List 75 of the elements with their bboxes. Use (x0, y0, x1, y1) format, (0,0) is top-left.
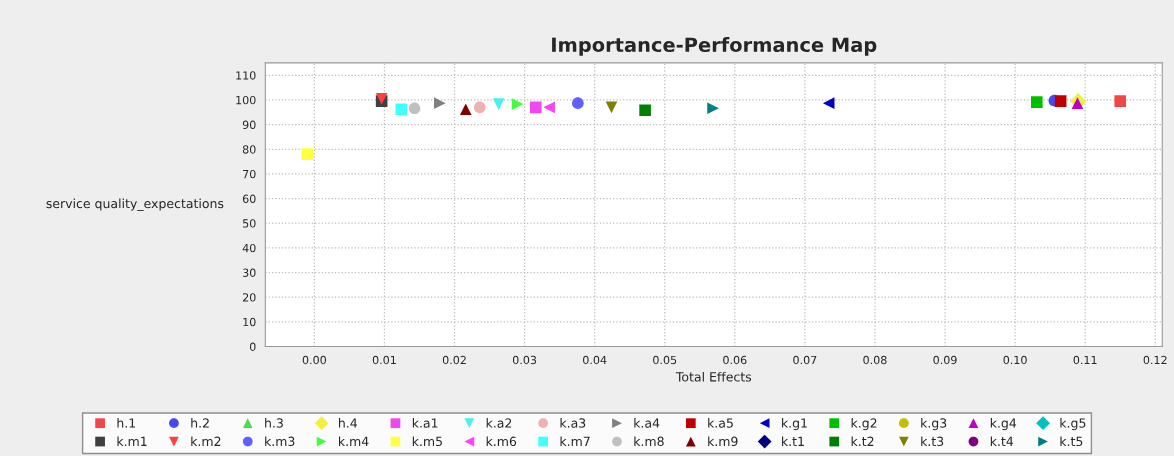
legend-label: k.g3 (921, 418, 947, 431)
legend-label: h.3 (265, 418, 283, 428)
legend-label: k.m7 (560, 436, 590, 446)
point (1114, 95, 1127, 107)
point (822, 97, 835, 109)
point (473, 101, 486, 114)
y-tick-label: 0 (249, 342, 256, 351)
legend-label: h.1 (117, 418, 136, 428)
chart-title: Importance-Performance Map (552, 37, 877, 56)
legend-label: k.t5 (1060, 436, 1083, 447)
x-tick-label: 0.08 (863, 355, 887, 365)
point (1054, 95, 1067, 107)
y-tick-label: 70 (243, 169, 256, 179)
legend-label: k.g4 (990, 418, 1017, 431)
x-tick-label: 0.01 (372, 355, 396, 365)
legend-label: k.m6 (486, 436, 517, 447)
legend-label: k.g1 (782, 418, 807, 431)
point (492, 98, 505, 110)
x-tick-label: 0.07 (793, 355, 817, 365)
point (543, 101, 555, 114)
point (301, 148, 314, 160)
x-tick-label: 0.09 (933, 355, 957, 365)
legend-label: k.m5 (412, 436, 442, 447)
legend-label: k.a1 (412, 418, 438, 428)
legend-label: k.t3 (921, 436, 944, 447)
point (530, 101, 542, 114)
legend-label: k.g5 (1060, 418, 1086, 431)
x-tick-label: 0.11 (1073, 355, 1097, 365)
x-tick-label: 0.12 (1143, 355, 1167, 365)
x-tick-label: 0.03 (512, 355, 537, 365)
x-tick-label: 0.04 (583, 355, 607, 365)
legend-label: k.a5 (708, 418, 733, 428)
legend-label: h.2 (191, 418, 209, 428)
legend-label: k.a2 (486, 418, 512, 428)
legend-label: k.m9 (708, 436, 738, 447)
x-tick-label: 0.00 (302, 355, 327, 365)
y-tick-label: 80 (242, 145, 256, 154)
x-axis-title: Total Effects (675, 371, 752, 382)
y-tick-label: 110 (236, 71, 256, 80)
y-tick-label: 20 (242, 293, 256, 302)
y-tick-label: 100 (236, 95, 256, 105)
point (408, 102, 421, 115)
point (1071, 97, 1084, 109)
legend-label: k.t1 (782, 436, 804, 446)
point (639, 104, 651, 117)
y-tick-label: 10 (243, 317, 256, 327)
legend-label: k.m3 (265, 436, 295, 447)
legend-label: k.m2 (191, 436, 221, 446)
legend-label: k.t4 (990, 436, 1014, 446)
y-tick-label: 30 (243, 268, 256, 277)
legend-label: k.a3 (560, 418, 586, 428)
legend-label: k.t2 (851, 436, 874, 446)
x-tick-label: 0.02 (442, 355, 466, 365)
legend-label: k.a4 (634, 418, 660, 428)
x-tick-label: 0.10 (1003, 355, 1027, 365)
y-tick-label: 50 (243, 219, 256, 228)
point (434, 97, 446, 109)
point (1031, 96, 1043, 108)
x-tick-label: 0.05 (653, 355, 677, 365)
y-tick-label: 40 (242, 243, 256, 253)
point (572, 97, 584, 109)
point (605, 101, 618, 114)
legend-label: h.4 (339, 418, 358, 428)
legend-label: k.m4 (339, 436, 369, 446)
legend-label: k.m1 (117, 436, 147, 446)
legend-label: k.m8 (634, 436, 664, 447)
point (459, 103, 472, 116)
x-tick-label: 0.06 (723, 355, 747, 365)
point (707, 102, 719, 115)
legend-label: k.g2 (851, 418, 877, 431)
y-axis-title: service quality_expectations (46, 198, 224, 211)
y-tick-label: 90 (242, 120, 256, 129)
point (511, 98, 524, 110)
y-tick-label: 60 (242, 194, 256, 203)
point (395, 103, 408, 116)
